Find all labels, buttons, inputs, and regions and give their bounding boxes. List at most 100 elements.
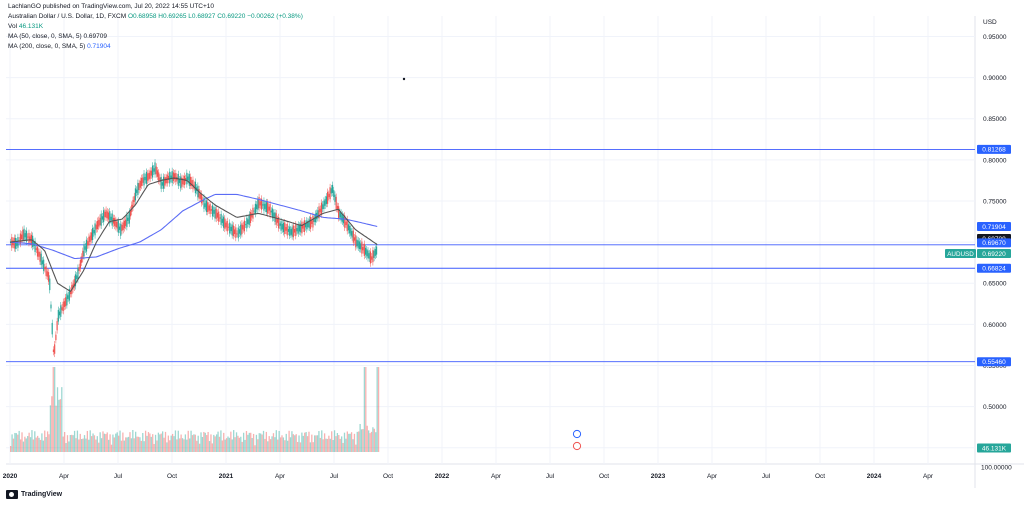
volume-bar	[35, 437, 37, 452]
volume-bar	[122, 432, 124, 452]
candle-body	[340, 212, 342, 221]
volume-bar	[262, 430, 265, 452]
volume-bar	[365, 367, 367, 452]
candle-body	[230, 226, 232, 232]
candle-body	[342, 216, 345, 224]
candle-body	[311, 220, 313, 224]
candle-body	[117, 220, 119, 233]
volume-bar	[154, 434, 157, 452]
volume-bar	[251, 438, 253, 452]
tradingview-logo-icon	[6, 490, 18, 499]
candle-body	[178, 179, 181, 183]
volume-bar	[333, 430, 336, 452]
candle-body	[180, 176, 182, 189]
event-icon-flag	[572, 441, 582, 451]
volume-bar	[264, 438, 266, 452]
candle-body	[249, 212, 252, 223]
published-text: LachlanGO published on TradingView.com, …	[8, 3, 215, 10]
candle-body	[301, 221, 303, 234]
volume-bar	[329, 438, 331, 452]
volume-bar	[63, 432, 66, 452]
price-label-box	[977, 238, 1011, 248]
volume-bar	[254, 445, 256, 452]
candle-body	[89, 235, 91, 242]
price-label-box	[977, 357, 1011, 367]
volume-bar	[109, 434, 111, 452]
candle-body	[90, 232, 92, 241]
candle-body	[369, 251, 372, 264]
candle-body	[371, 256, 373, 260]
candle-body	[325, 196, 327, 204]
ma50-legend[interactable]: MA (50, close, 0, SMA, 5) 0.69709	[8, 33, 107, 41]
ma200-legend[interactable]: MA (200, close, 0, SMA, 5) 0.71904	[8, 43, 111, 51]
volume-bar	[214, 436, 216, 452]
y-tick-label: 0.50000	[983, 404, 1007, 411]
volume-bar	[233, 430, 235, 452]
candle-body	[34, 240, 36, 253]
candle-body	[110, 216, 112, 221]
volume-label: Vol	[8, 23, 18, 30]
candle-body	[207, 202, 209, 213]
volume-bar	[299, 442, 302, 452]
volume-bar	[227, 436, 229, 452]
volume-bar	[252, 433, 255, 452]
candle-body	[80, 256, 83, 263]
volume-bar	[225, 438, 228, 452]
candle-body	[161, 182, 163, 186]
candle-body	[43, 259, 45, 271]
volume-bar	[142, 432, 144, 452]
candle-body	[375, 246, 378, 255]
candle-body	[202, 199, 204, 202]
candle-body	[274, 212, 276, 222]
volume-bar	[42, 440, 44, 452]
volume-bar	[217, 431, 219, 452]
x-tick-label: Apr	[923, 473, 934, 480]
volume-bar	[88, 439, 90, 452]
candle-body	[66, 293, 68, 306]
candle-body	[345, 221, 347, 226]
candle-body	[137, 182, 139, 195]
volume-bar	[235, 432, 238, 452]
candle-body	[331, 184, 334, 193]
candle-body	[338, 206, 340, 219]
candle-body	[123, 220, 126, 229]
volume-bar	[71, 434, 73, 452]
candle-body	[307, 221, 309, 228]
candle-body	[27, 236, 29, 238]
candle-body	[361, 241, 363, 254]
y-tick-label: 0.80000	[983, 157, 1007, 164]
volume-bar	[152, 434, 154, 452]
candle-body	[258, 197, 260, 209]
volume-bar	[248, 432, 250, 452]
volume-bar	[183, 439, 185, 452]
volume-bar	[224, 439, 226, 452]
volume-bar	[241, 441, 243, 452]
tradingview-brand[interactable]: TradingView	[6, 490, 62, 499]
candle-body	[164, 177, 166, 186]
candle-body	[265, 202, 268, 213]
candle-body	[50, 304, 52, 309]
volume-bar	[144, 430, 147, 452]
volume-bar	[54, 367, 56, 452]
volume-bar	[93, 435, 96, 452]
candle-body	[374, 249, 376, 256]
price-label: 0.69670	[982, 240, 1006, 247]
candle-body	[143, 173, 145, 186]
volume-legend[interactable]: Vol 46.131K	[8, 23, 43, 31]
volume-bar	[271, 436, 273, 452]
candle-body	[335, 196, 337, 209]
ma50-label: MA (50, close, 0, SMA, 5)	[8, 33, 82, 40]
price-label-box	[977, 249, 1011, 259]
volume-bar	[123, 440, 125, 452]
candle-body	[38, 251, 40, 257]
candle-body	[224, 218, 226, 229]
volume-bar	[323, 433, 326, 452]
volume-bar	[218, 436, 221, 452]
volume-bar	[103, 433, 106, 452]
volume-bar	[174, 430, 177, 452]
volume-value: 46.131K	[18, 23, 44, 30]
volume-bar	[311, 434, 313, 452]
candle-body	[238, 229, 241, 234]
candle-body	[268, 206, 270, 211]
